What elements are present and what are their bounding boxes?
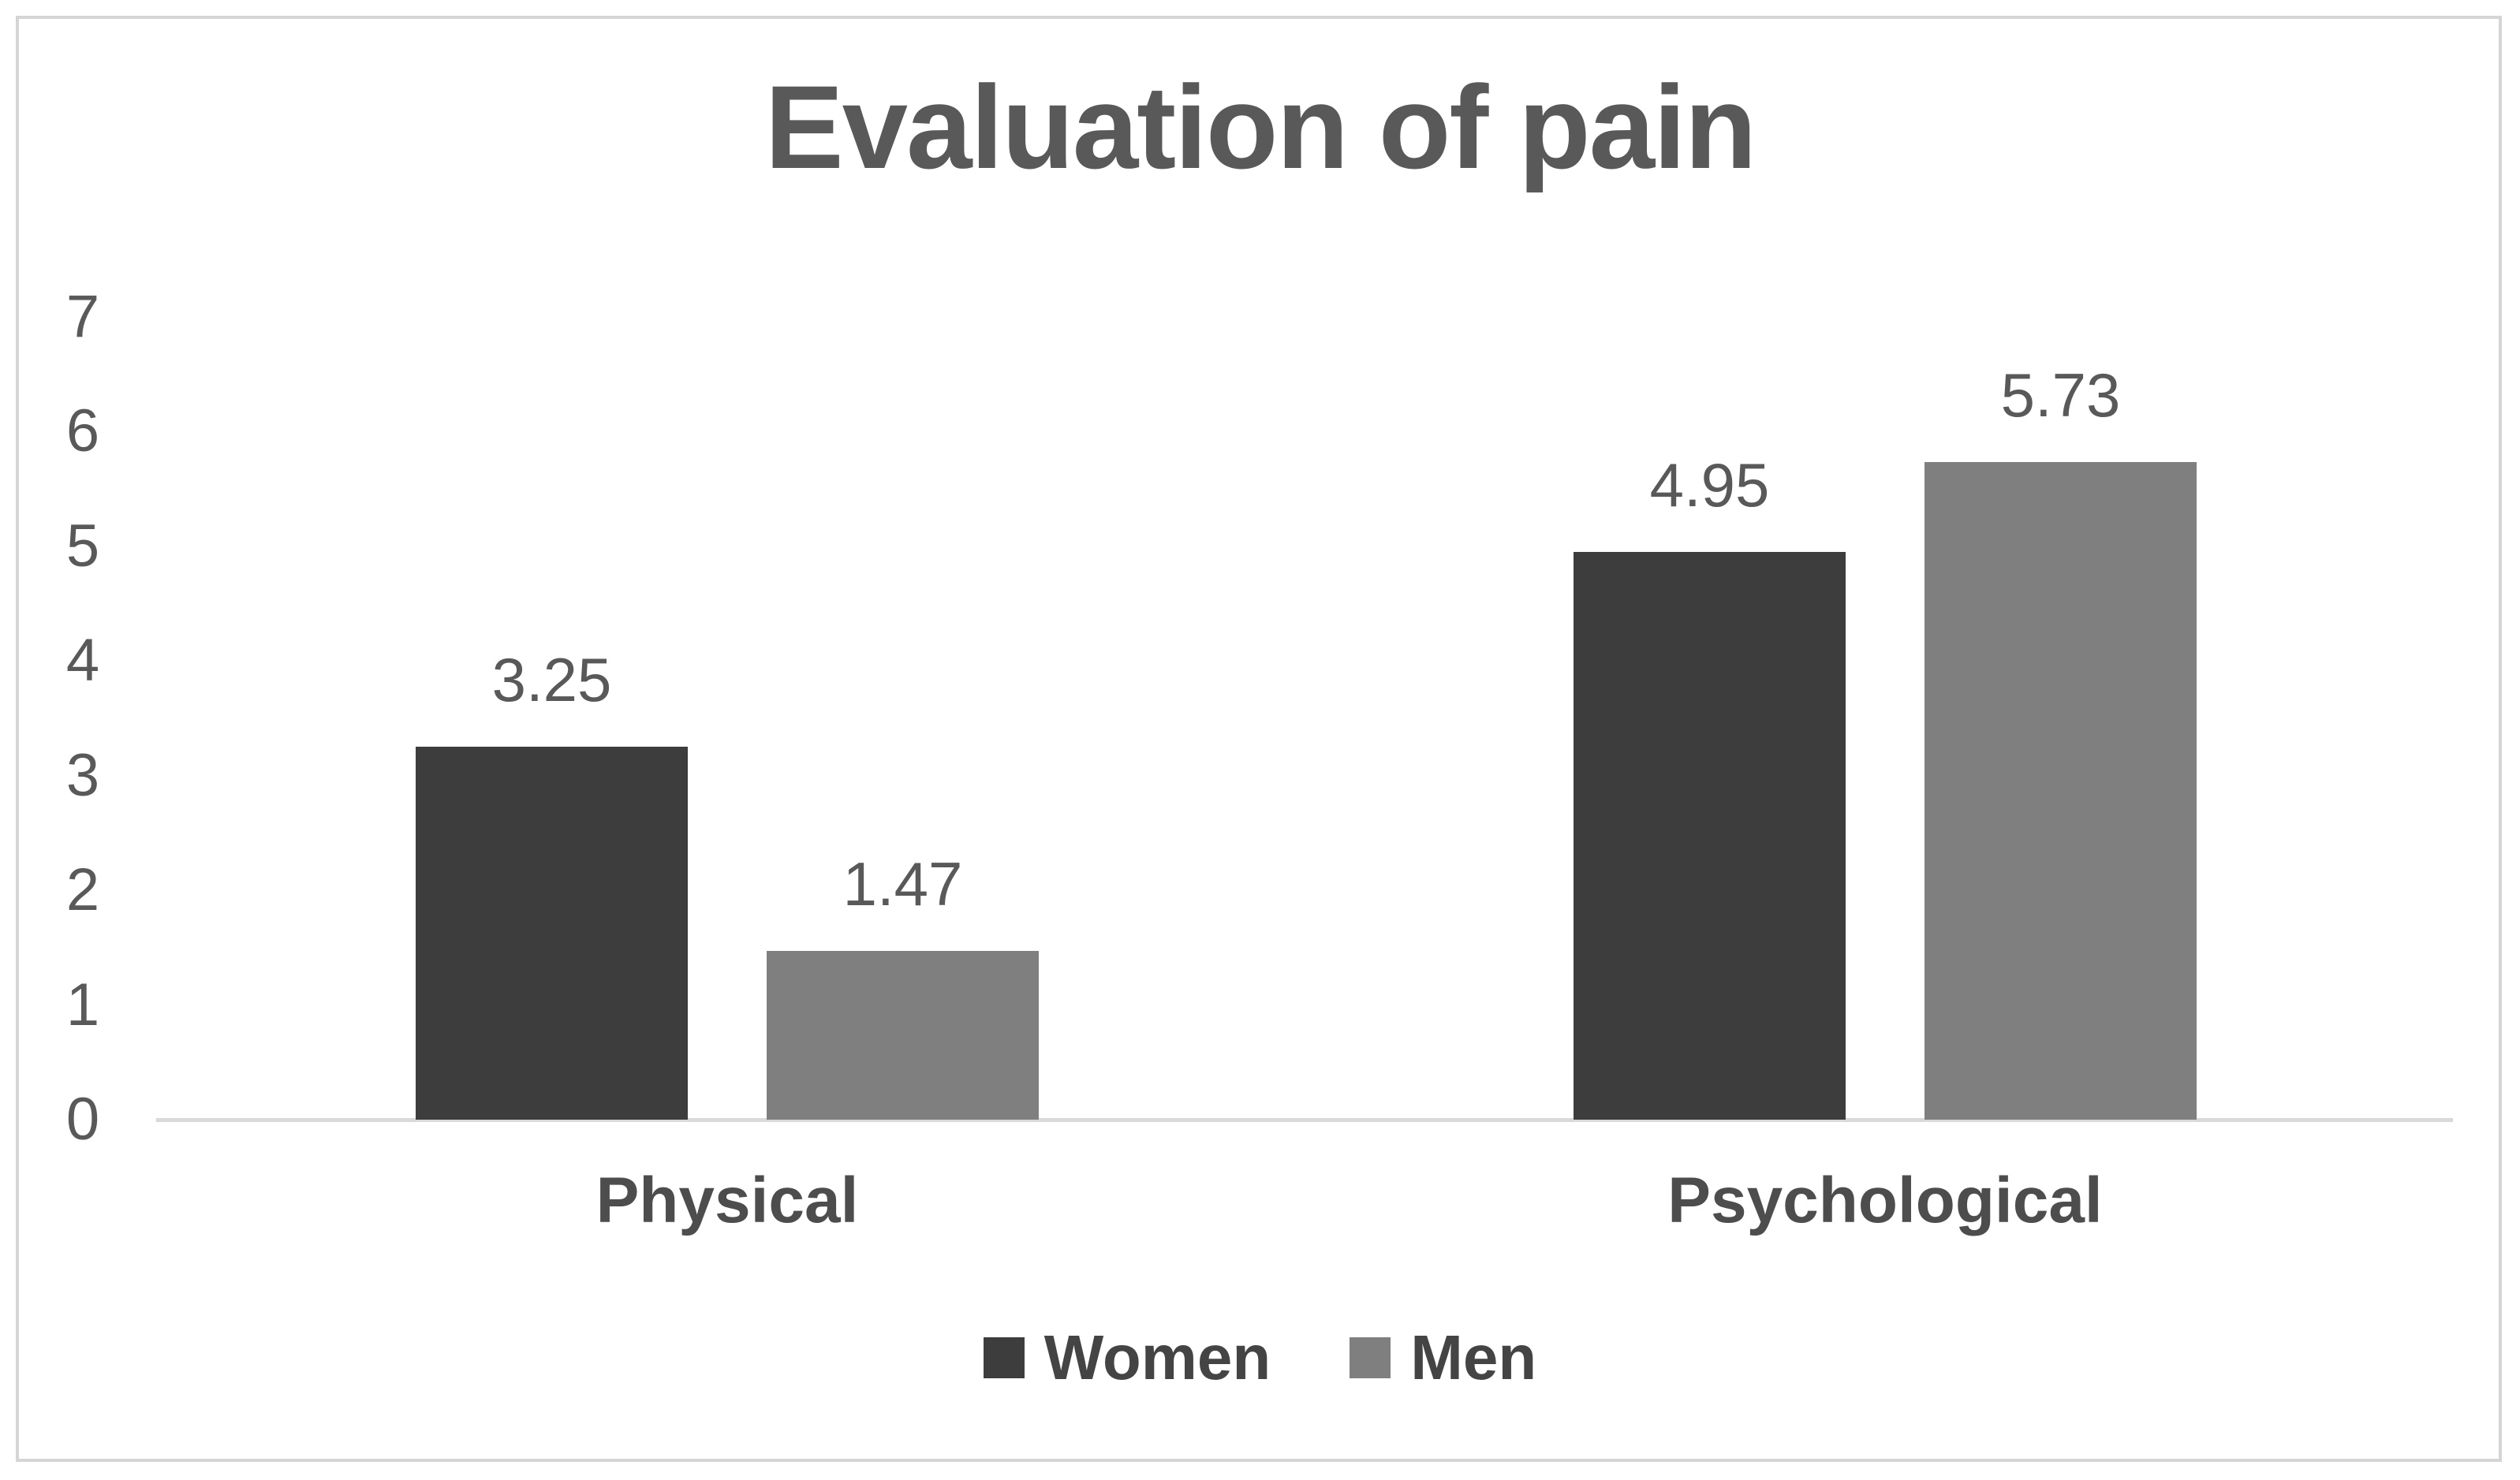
y-axis-tick-label: 2 (65, 856, 100, 923)
category-label-physical: Physical (595, 1165, 859, 1236)
y-axis-tick-label: 3 (65, 741, 100, 809)
legend: Women Men (0, 1315, 2520, 1400)
y-axis-tick-label: 7 (65, 282, 100, 350)
y-axis-tick-label: 0 (65, 1086, 100, 1153)
data-label: 3.25 (491, 645, 612, 715)
data-label: 5.73 (2000, 360, 2121, 431)
legend-swatch-women (983, 1337, 1025, 1378)
bar-women-psychological (1574, 551, 1846, 1120)
legend-label: Women (1043, 1322, 1271, 1392)
data-label: 4.95 (1649, 449, 1770, 520)
y-axis-tick-label: 4 (65, 627, 100, 694)
y-axis-tick-label: 1 (65, 971, 100, 1038)
bar-men-psychological (1925, 462, 2197, 1120)
legend-label: Men (1410, 1322, 1537, 1392)
bar-men-physical (767, 951, 1039, 1120)
chart-border-frame (16, 16, 2502, 1462)
legend-swatch-men (1350, 1337, 1391, 1378)
legend-item-women: Women (983, 1322, 1271, 1392)
x-axis-line (156, 1118, 2453, 1122)
chart-title: Evaluation of pain (764, 61, 1757, 193)
category-label-psychological: Psychological (1667, 1165, 2103, 1236)
y-axis-tick-label: 5 (65, 512, 100, 580)
bar-women-physical (416, 747, 688, 1120)
legend-item-men: Men (1350, 1326, 1536, 1389)
y-axis-tick-label: 6 (65, 397, 100, 464)
data-label: 1.47 (842, 849, 963, 919)
